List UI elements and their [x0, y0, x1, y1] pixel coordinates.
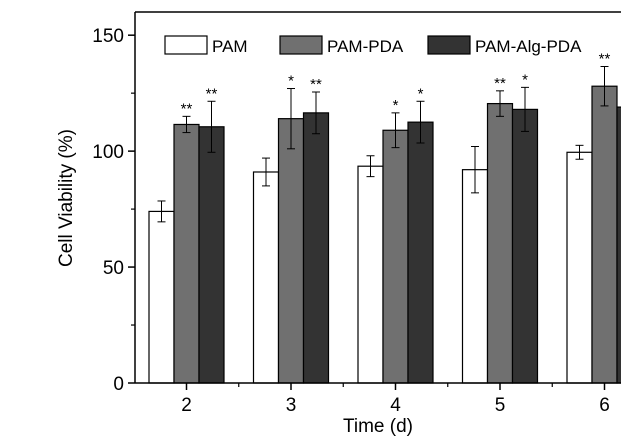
y-axis-label: Cell Viability (%) [56, 129, 77, 267]
y-tick-label: 100 [92, 142, 124, 163]
legend-label: PAM-Alg-PDA [475, 37, 582, 56]
x-tick-label: 4 [390, 395, 401, 416]
legend-swatch [279, 35, 323, 55]
significance-label: * [393, 97, 399, 114]
significance-label: ** [206, 85, 218, 102]
significance-label: ** [181, 100, 193, 117]
x-ticks: 2 3 4 5 6 [181, 383, 610, 416]
x-tick-label: 5 [495, 395, 506, 416]
legend-swatch [164, 35, 208, 55]
error-bars-layer [157, 65, 609, 223]
significance-label: * [288, 73, 294, 90]
significance-layer: **************** [181, 50, 611, 117]
x-tick-label: 3 [286, 395, 297, 416]
legend-label: PAM [212, 37, 248, 56]
bar [566, 151, 593, 384]
x-tick-label: 2 [181, 395, 192, 416]
legend: PAM PAM-PDA PAM-Alg-PDA [164, 35, 582, 56]
bar [198, 126, 225, 384]
y-tick-label: 150 [92, 26, 124, 47]
significance-label: * [522, 71, 528, 88]
bar [511, 108, 539, 384]
y-tick-label: 0 [113, 374, 124, 395]
bar [407, 121, 434, 384]
bar [591, 85, 618, 384]
x-tick-label: 6 [599, 395, 610, 416]
significance-label: * [418, 85, 424, 102]
legend-swatch [427, 35, 471, 55]
x-axis-label: Time (d) [343, 416, 413, 437]
bar [382, 129, 409, 384]
bars-layer [148, 85, 621, 384]
significance-label: ** [494, 75, 506, 92]
bar [486, 102, 514, 384]
bar [302, 112, 330, 384]
y-ticks: 0 50 100 150 [92, 26, 135, 395]
axes [134, 11, 621, 384]
significance-label: ** [310, 76, 322, 93]
bar [173, 123, 200, 384]
bar [461, 169, 489, 384]
bar [357, 165, 384, 384]
bar [148, 210, 175, 384]
legend-label: PAM-PDA [327, 37, 404, 56]
bar [616, 106, 621, 384]
bar [277, 118, 305, 384]
y-tick-label: 50 [103, 258, 124, 279]
significance-label: ** [599, 50, 611, 67]
bar [252, 171, 280, 384]
